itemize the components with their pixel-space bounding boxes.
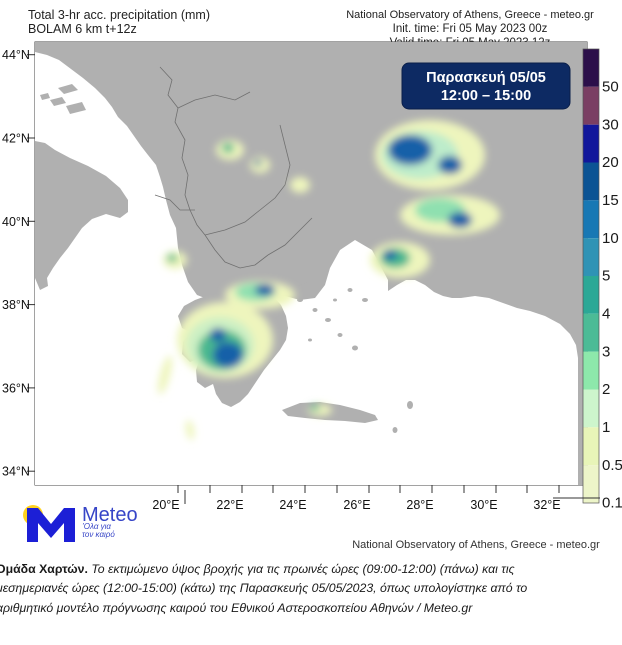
svg-text:4: 4 bbox=[602, 306, 610, 323]
svg-text:22°E: 22°E bbox=[216, 498, 243, 512]
svg-text:40°N: 40°N bbox=[2, 215, 30, 229]
svg-text:5: 5 bbox=[602, 268, 610, 285]
svg-text:28°E: 28°E bbox=[406, 498, 433, 512]
svg-text:0.5: 0.5 bbox=[602, 457, 622, 474]
svg-text:Παρασκευή 05/05: Παρασκευή 05/05 bbox=[426, 70, 546, 86]
svg-text:26°E: 26°E bbox=[343, 498, 370, 512]
svg-text:30: 30 bbox=[602, 116, 619, 133]
svg-text:44°N: 44°N bbox=[2, 48, 30, 62]
svg-text:32°E: 32°E bbox=[533, 498, 560, 512]
svg-text:24°E: 24°E bbox=[279, 498, 306, 512]
svg-text:1: 1 bbox=[602, 419, 610, 436]
svg-text:12:00 – 15:00: 12:00 – 15:00 bbox=[441, 88, 531, 104]
svg-text:30°E: 30°E bbox=[470, 498, 497, 512]
svg-text:34°N: 34°N bbox=[2, 465, 30, 479]
svg-text:20°E: 20°E bbox=[152, 498, 179, 512]
svg-text:3: 3 bbox=[602, 343, 610, 360]
svg-text:0.1: 0.1 bbox=[602, 495, 622, 512]
svg-text:38°N: 38°N bbox=[2, 298, 30, 312]
svg-text:10: 10 bbox=[602, 230, 619, 247]
svg-text:15: 15 bbox=[602, 192, 619, 209]
svg-text:20: 20 bbox=[602, 154, 619, 171]
svg-text:τον καιρό: τον καιρό bbox=[82, 530, 115, 539]
svg-text:36°N: 36°N bbox=[2, 381, 30, 395]
svg-text:42°N: 42°N bbox=[2, 132, 30, 146]
svg-text:2: 2 bbox=[602, 381, 610, 398]
svg-text:50: 50 bbox=[602, 79, 619, 96]
